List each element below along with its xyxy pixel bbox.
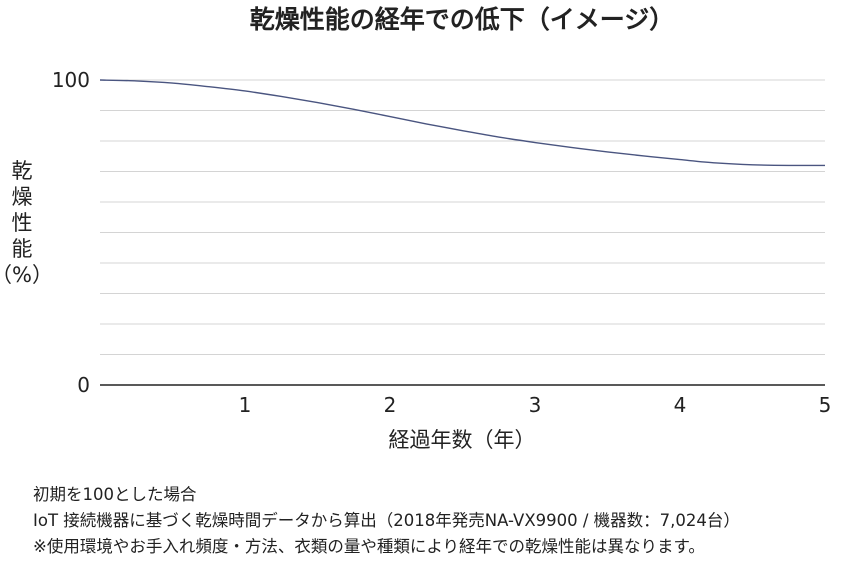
x-tick-label: 2 — [384, 393, 397, 417]
x-axis-label: 経過年数（年） — [389, 428, 536, 452]
x-tick-label: 3 — [529, 393, 542, 417]
grid — [100, 79, 825, 355]
y-axis-label: 乾燥性能（%） — [0, 159, 53, 287]
series-line — [99, 79, 826, 167]
y-axis-label-char: 能 — [12, 237, 33, 261]
footnotes: 初期を100とした場合 IoT 接続機器に基づく乾燥時間データから算出（2018… — [33, 482, 853, 560]
chart-title: 乾燥性能の経年での低下（イメージ） — [250, 5, 675, 34]
y-tick-label: 0 — [77, 373, 90, 397]
x-tick-labels: 1 2 3 4 5 — [239, 393, 832, 417]
y-axis-label-char: 燥 — [12, 185, 33, 209]
note-baseline: 初期を100とした場合 — [33, 485, 197, 504]
y-axis-label-char: 性 — [12, 211, 33, 235]
y-axis-label-char: 乾 — [12, 159, 33, 183]
x-tick-label: 5 — [819, 393, 832, 417]
x-tick-label: 4 — [674, 393, 687, 417]
y-tick-label: 100 — [52, 68, 90, 92]
x-tick-label: 1 — [239, 393, 252, 417]
note-source: IoT 接続機器に基づく乾燥時間データから算出（2018年発売NA-VX9900… — [33, 511, 740, 530]
y-tick-labels: 100 0 — [52, 68, 90, 397]
series-group — [99, 79, 826, 167]
note-disclaimer: ※使用環境やお手入れ頻度・方法、衣類の量や種類により経年での乾燥性能は異なります… — [33, 537, 705, 556]
y-axis-label-char: （%） — [0, 263, 53, 287]
